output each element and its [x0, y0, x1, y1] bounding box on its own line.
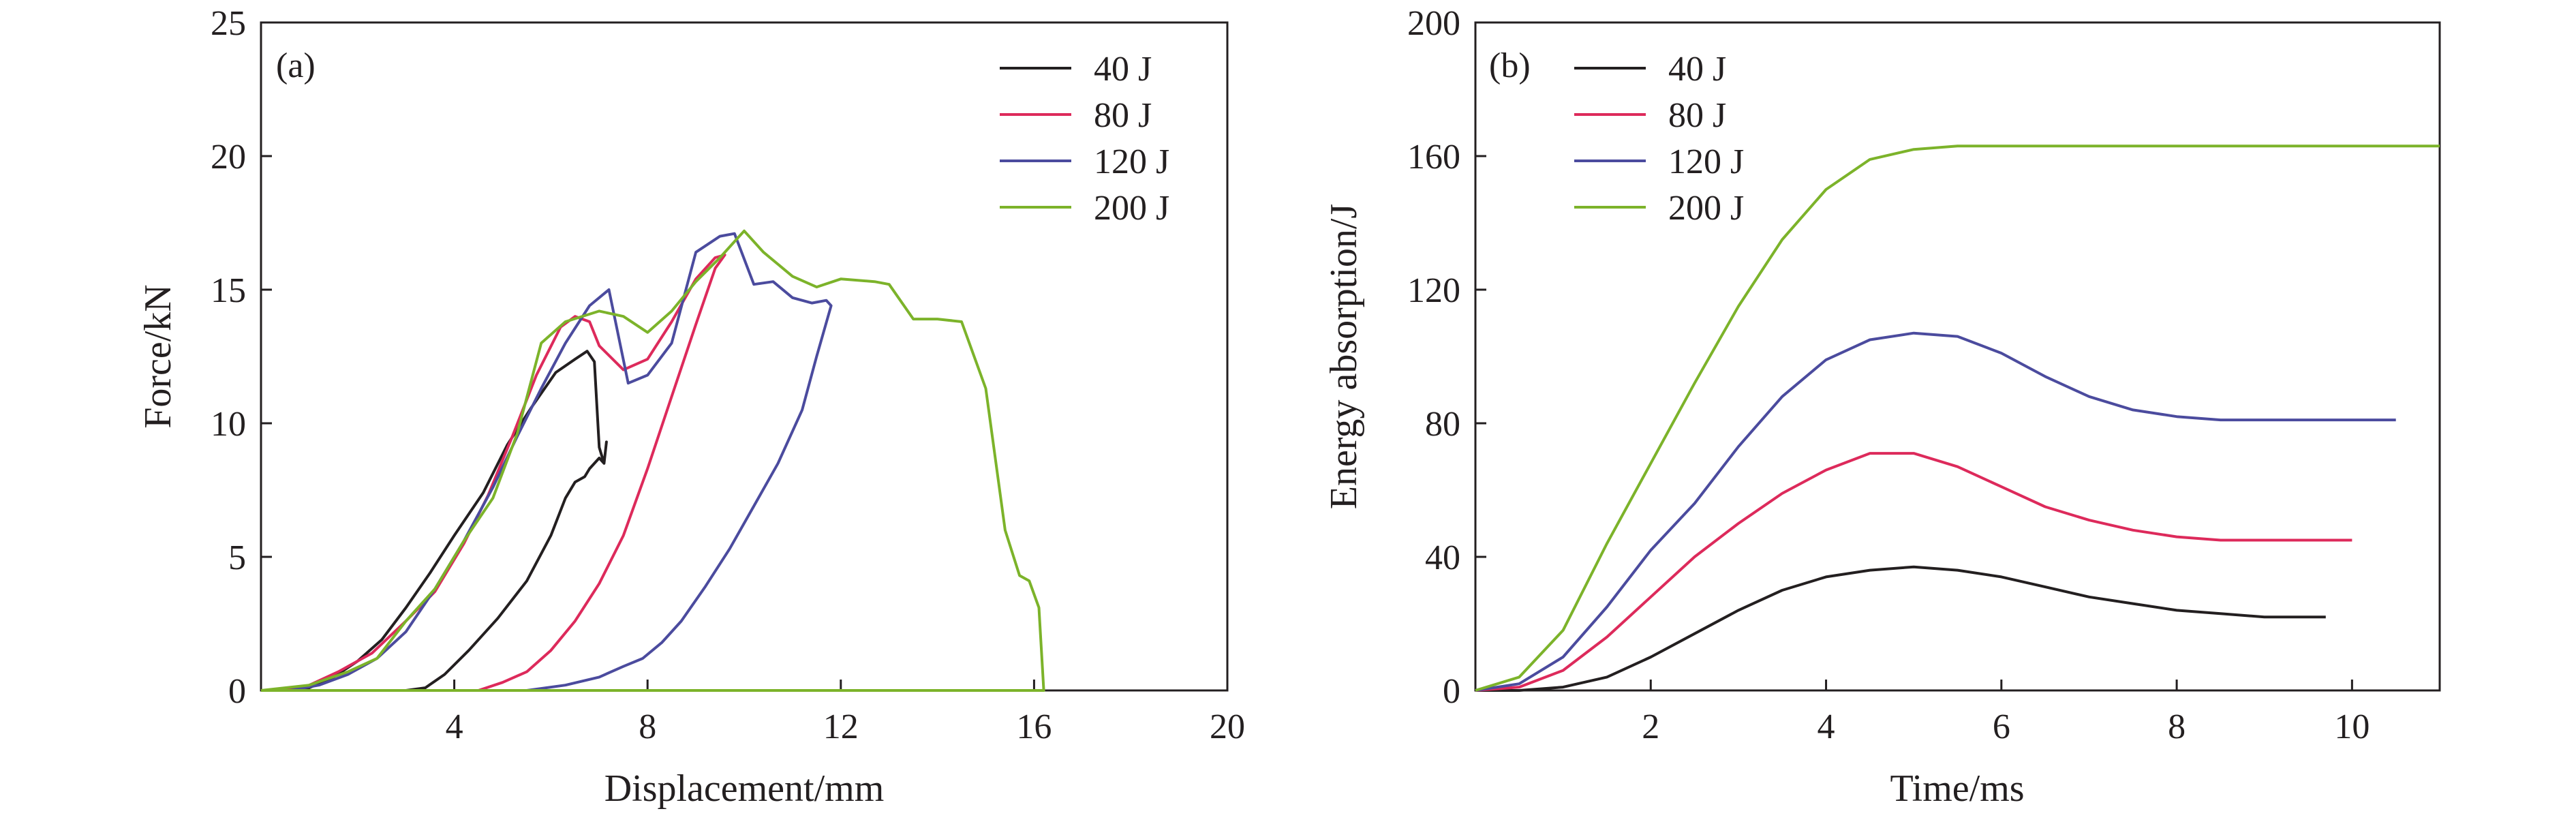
- plot-frame-a: [260, 21, 1229, 692]
- y-tick-label-b: 120: [1407, 271, 1460, 310]
- x-tick-label-a: 12: [823, 707, 859, 746]
- panel-label-b: (b): [1489, 46, 1531, 85]
- ticks-a: 4 8 12 16 20 0 5 10 15 20 25: [211, 4, 1245, 746]
- y-axis-title-a: Force/kN: [137, 284, 179, 429]
- x-tick-label-a: 8: [639, 707, 656, 746]
- legend-label-120j-a: 120 J: [1094, 142, 1169, 181]
- plot-frame-b: [1474, 21, 2441, 692]
- panel-b: (b) Time/ms Energy absorption/J 2 4 6 8 10 0 4…: [1323, 4, 2441, 810]
- panel-a: (a) Displacement/mm Force/kN 4 8 12 16 20 0 5 1…: [137, 4, 1245, 810]
- ticks-b: 2 4 6 8 10 0 40 80 120 160 200: [1407, 4, 2370, 746]
- y-tick-label-a: 0: [228, 672, 246, 711]
- series-line-40j-a: [261, 350, 608, 692]
- legend-label-80j-b: 80 J: [1668, 96, 1726, 135]
- x-tick-label-a: 20: [1210, 707, 1245, 746]
- y-tick-label-a: 10: [211, 405, 246, 444]
- y-tick-label-b: 80: [1425, 405, 1460, 444]
- x-tick-label-a: 16: [1016, 707, 1052, 746]
- y-axis-title-b: Energy absorption/J: [1323, 204, 1365, 509]
- series-line-120j-a: [261, 232, 833, 692]
- panel-label-a: (a): [276, 46, 316, 85]
- y-tick-label-b: 200: [1407, 4, 1460, 43]
- x-tick-label-b: 4: [1818, 707, 1835, 746]
- series-line-80j-b: [1475, 452, 2352, 692]
- series-line-40j-b: [1475, 565, 2326, 692]
- series-line-200j-b: [1475, 144, 2440, 692]
- y-tick-label-a: 20: [211, 138, 246, 177]
- x-tick-label-b: 6: [1993, 707, 2010, 746]
- lines-b: [1475, 144, 2440, 692]
- legend-label-80j-a: 80 J: [1094, 96, 1152, 135]
- series-line-120j-b: [1475, 331, 2396, 692]
- y-tick-label-a: 15: [211, 271, 246, 310]
- lines-a: [260, 229, 1045, 692]
- x-axis-title-b: Time/ms: [1890, 767, 2024, 810]
- y-tick-label-b: 0: [1443, 672, 1460, 711]
- legend-label-200j-a: 200 J: [1094, 189, 1169, 228]
- x-tick-label-b: 8: [2168, 707, 2186, 746]
- x-tick-label-a: 4: [446, 707, 463, 746]
- x-tick-label-b: 2: [1642, 707, 1659, 746]
- legend-b: 40 J 80 J 120 J 200 J: [1574, 50, 1744, 228]
- x-axis-title-a: Displacement/mm: [604, 767, 885, 810]
- legend-label-40j-b: 40 J: [1668, 50, 1726, 89]
- y-tick-label-a: 25: [211, 4, 246, 43]
- y-tick-label-b: 160: [1407, 138, 1460, 177]
- y-tick-label-b: 40: [1425, 538, 1460, 577]
- x-tick-label-b: 10: [2334, 707, 2370, 746]
- legend-label-200j-b: 200 J: [1668, 189, 1744, 228]
- y-tick-label-a: 5: [228, 538, 246, 577]
- legend-label-120j-b: 120 J: [1668, 142, 1744, 181]
- legend-label-40j-a: 40 J: [1094, 50, 1152, 89]
- series-line-200j-a: [260, 229, 1045, 692]
- legend-a: 40 J 80 J 120 J 200 J: [1000, 50, 1169, 228]
